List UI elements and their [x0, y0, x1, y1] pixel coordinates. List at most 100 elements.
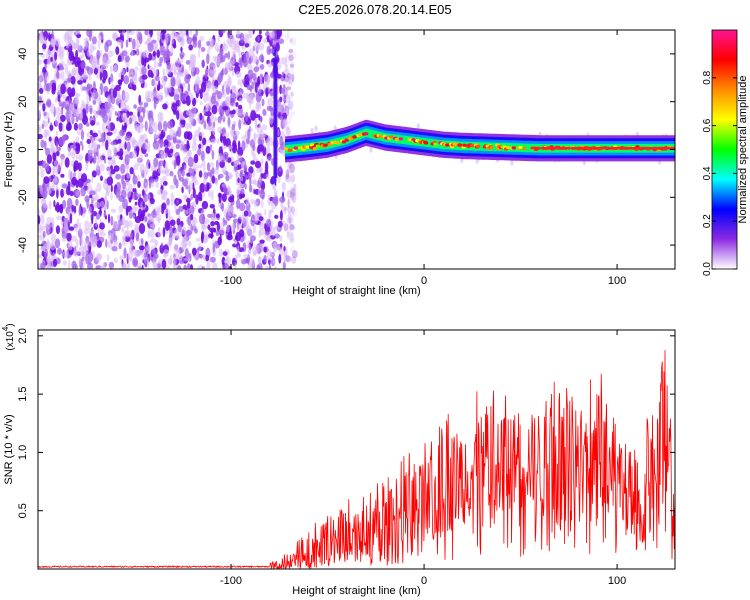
noise-speckle: [209, 204, 215, 209]
noise-speckle: [206, 162, 211, 172]
noise-speckle: [188, 180, 193, 192]
noise-speckle: [52, 166, 56, 175]
noise-speckle: [144, 153, 149, 158]
noise-speckle: [75, 49, 79, 60]
noise-speckle: [71, 87, 76, 97]
noise-speckle: [214, 42, 220, 52]
noise-speckle: [110, 215, 114, 226]
noise-speckle: [277, 128, 280, 137]
noise-speckle: [123, 247, 127, 259]
noise-speckle: [226, 62, 233, 73]
noise-speckle: [67, 86, 73, 96]
noise-speckle: [149, 216, 154, 223]
noise-speckle: [277, 61, 282, 70]
noise-speckle: [285, 114, 293, 124]
noise-speckle: [288, 237, 296, 244]
noise-speckle: [176, 155, 181, 166]
noise-speckle: [124, 229, 131, 238]
ridge-hotspot: [315, 144, 321, 148]
noise-speckle: [85, 253, 90, 265]
noise-speckle: [288, 100, 294, 111]
noise-speckle: [68, 103, 74, 114]
noise-speckle: [198, 170, 203, 178]
noise-speckle: [189, 92, 194, 102]
noise-speckle: [45, 129, 48, 140]
noise-speckle: [117, 110, 121, 119]
noise-speckle: [123, 262, 127, 269]
ridge-core: [672, 146, 675, 150]
noise-speckle: [219, 48, 224, 56]
ridge-hotspot: [352, 135, 357, 139]
noise-speckle: [254, 118, 258, 130]
ridge-hotspot: [462, 143, 467, 147]
noise-speckle: [238, 57, 243, 66]
noise-speckle: [147, 42, 154, 52]
noise-speckle: [258, 54, 265, 63]
noise-speckle: [256, 133, 261, 139]
noise-speckle: [101, 132, 106, 143]
noise-speckle: [128, 183, 133, 192]
noise-speckle: [75, 239, 79, 249]
noise-speckle: [48, 136, 52, 142]
ridge-hotspot: [283, 147, 289, 151]
noise-speckle: [237, 78, 240, 86]
noise-speckle: [80, 186, 86, 197]
y-tick-label: 0.5: [17, 503, 29, 518]
noise-speckle: [259, 239, 265, 244]
noise-speckle: [286, 74, 291, 86]
noise-speckle: [40, 168, 45, 178]
noise-speckle: [90, 120, 95, 126]
noise-speckle: [227, 50, 231, 60]
noise-speckle: [261, 98, 265, 107]
noise-speckle: [286, 86, 292, 91]
noise-speckle: [250, 160, 256, 165]
noise-speckle: [68, 249, 74, 256]
noise-speckle: [172, 31, 177, 38]
noise-speckle: [273, 189, 278, 196]
noise-speckle: [107, 50, 114, 58]
noise-speckle: [250, 90, 253, 101]
noise-speckle: [128, 220, 133, 228]
noise-speckle: [197, 39, 202, 49]
noise-speckle: [246, 137, 250, 145]
noise-speckle: [207, 213, 214, 218]
noise-speckle: [56, 146, 61, 152]
noise-speckle: [44, 163, 50, 172]
noise-speckle: [258, 42, 265, 51]
noise-speckle: [248, 30, 254, 37]
noise-speckle: [102, 121, 105, 132]
noise-speckle: [212, 262, 218, 269]
noise-speckle: [162, 227, 166, 238]
noise-speckle: [173, 93, 180, 101]
noise-speckle: [291, 73, 295, 82]
noise-speckle: [89, 230, 94, 242]
noise-speckle: [79, 141, 83, 146]
noise-speckle: [89, 149, 93, 157]
noise-speckle: [102, 262, 106, 269]
noise-speckle: [292, 250, 298, 259]
noise-speckle: [150, 165, 155, 172]
noise-speckle: [116, 117, 119, 122]
noise-speckle: [254, 160, 262, 169]
noise-speckle: [235, 71, 242, 78]
noise-speckle: [83, 227, 89, 236]
noise-speckle: [59, 114, 66, 122]
noise-speckle: [180, 119, 186, 125]
ridge-hotspot: [511, 146, 516, 150]
noise-speckle: [133, 104, 138, 109]
snr-line: [38, 350, 675, 569]
noise-speckle: [38, 227, 44, 234]
noise-speckle: [64, 63, 69, 74]
noise-speckle: [80, 173, 88, 183]
noise-speckle: [60, 107, 64, 116]
noise-speckle: [291, 209, 298, 217]
noise-speckle: [53, 200, 56, 208]
noise-speckle: [152, 169, 158, 180]
noise-speckle: [290, 205, 296, 214]
noise-speckle: [241, 134, 248, 141]
y-tick-label: 20: [17, 96, 29, 108]
noise-speckle: [88, 72, 92, 81]
noise-speckle: [180, 30, 186, 38]
noise-speckle: [198, 164, 203, 169]
noise-speckle: [71, 204, 75, 213]
